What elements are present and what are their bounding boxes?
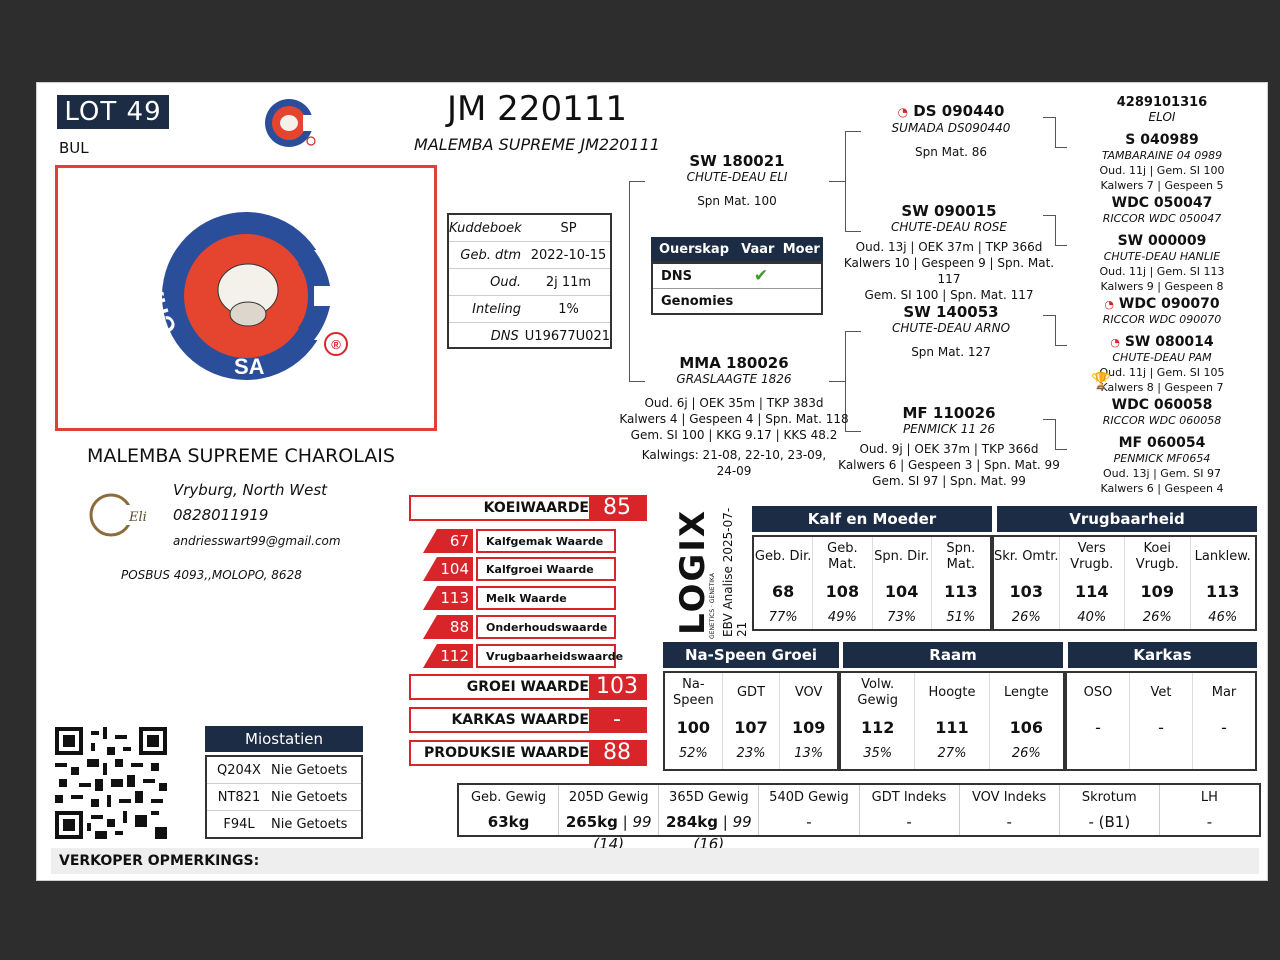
breeder-email[interactable]: andriesswart99@gmail.com: [173, 534, 341, 548]
kalf-moeder-table: Geb. Dir. 68 77% Geb. Mat. 108 49% Spn. Dir.…: [752, 535, 992, 631]
breeder-name: MALEMBA SUPREME CHAROLAIS: [87, 445, 395, 467]
pedigree-sire-dam: SW 090015 CHUTE-DEAU ROSE Oud. 13j | OEK…: [843, 202, 1055, 302]
gt-icon: ◔: [1104, 298, 1115, 311]
pedigree-sire-sire: ◔ DS 090440 SUMADA DS090440 Spn Mat. 86: [891, 102, 1011, 159]
animal-type: BUL: [59, 139, 89, 157]
lot-card: LOT 49 BUL JM 220111 MALEMBA SUPREME JM2…: [36, 82, 1268, 881]
parentage-table: Ouerskap Vaar Moer DNS ✔ Genomies: [651, 237, 823, 315]
pedigree-dam-sire: SW 140053 CHUTE-DEAU ARNO Spn Mat. 127: [891, 303, 1011, 359]
breeder-phone[interactable]: 0828011919: [173, 506, 269, 524]
kalf-moeder-header: Kalf en Moeder: [752, 506, 992, 532]
svg-text:Elite: Elite: [128, 510, 147, 525]
qr-code[interactable]: [55, 727, 167, 839]
karkas-waarde: KARKAS WAARDE -: [409, 707, 647, 733]
gt-icon: ◔: [897, 105, 909, 119]
charolais-logo: ® CHAROLAIS SA: [142, 193, 374, 380]
ebv-analysis-date: EBV Analise 2025-07-21: [721, 507, 749, 637]
logo-text-bottom: SA: [234, 354, 265, 379]
pedigree-ggp-7: WDC 060058 RICCOR WDC 060058: [1102, 397, 1222, 428]
registered-mark: ®: [331, 337, 341, 352]
karkas-header: Karkas: [1068, 642, 1257, 668]
weights-table: Geb. Gewig 63kg 205D Gewig 265kg | 99 (14)…: [457, 783, 1261, 853]
produksie-waarde: PRODUKSIE WAARDE 88: [409, 740, 647, 766]
seller-remarks: VERKOPER OPMERKINGS:: [51, 848, 1259, 874]
naspeen-table: Na-Speen 100 52% GDT 107 23% VOV 109 13%: [663, 671, 839, 771]
gt-icon: ◔: [1110, 336, 1120, 349]
karkas-table: OSO - Vet - Mar -: [1065, 671, 1257, 771]
naspeen-header: Na-Speen Groei: [663, 642, 839, 668]
breeder-location: Vryburg, North West: [173, 481, 328, 499]
pedigree-ggp-1: 4289101316 ELOI: [1116, 95, 1208, 124]
vrugbaarheid-header: Vrugbaarheid: [997, 506, 1257, 532]
pedigree-ggp-3: WDC 050047 RICCOR WDC 050047: [1102, 195, 1222, 226]
pedigree-ggp-6: ◔ SW 080014 CHUTE-DEAU PAM Oud. 11j | Ge…: [1099, 334, 1225, 395]
pedigree-dam-dam: MF 110026 PENMICK 11 26 Oud. 9j | OEK 37…: [838, 404, 1060, 488]
raam-header: Raam: [843, 642, 1063, 668]
vrugbaarheid-table: Skr. Omtr. 103 26% Vers Vrugb. 114 40% Koei …: [992, 535, 1257, 631]
pedigree-ggp-2: S 040989 TAMBARAINE 04 0989 Oud. 11j | G…: [1099, 132, 1225, 193]
koeiwaarde: KOEIWAARDE 85: [409, 495, 647, 521]
pedigree-dam: MMA 180026 GRASLAAGTE 1826 Oud. 6j | OEK…: [619, 354, 849, 478]
miostatien-table: Miostatien Q204X Nie Getoets NT821 Nie Get…: [205, 726, 363, 839]
animal-info-table: Kuddeboek SP Geb. dtm 2022-10-15 Oud. 2j 11…: [447, 213, 612, 349]
animal-id: JM 220111: [447, 89, 627, 129]
pedigree-ggp-5: ◔ WDC 090070 RICCOR WDC 090070: [1102, 296, 1222, 327]
charolais-small-logo: [265, 99, 319, 147]
raam-table: Volw. Gewig 112 35% Hoogte 111 27% Lengte 106…: [839, 671, 1065, 771]
breeder-address: POSBUS 4093,,MOLOPO, 8628: [121, 568, 302, 582]
pedigree-ggp-4: SW 000009 CHUTE-DEAU HANLIE Oud. 11j | G…: [1099, 233, 1225, 294]
animal-name: MALEMBA SUPREME JM220111: [414, 135, 660, 154]
elite-badge-icon: Elite: [89, 493, 147, 537]
trophy-icon: 🏆: [1091, 371, 1111, 390]
groei-waarde: GROEI WAARDE 103: [409, 674, 647, 700]
miostatien-header: Miostatien: [205, 726, 363, 752]
lot-label: LOT 49: [57, 95, 169, 129]
pedigree-sire: SW 180021 CHUTE-DEAU ELI Spn Mat. 100: [686, 152, 788, 208]
check-icon: ✔: [753, 266, 769, 286]
animal-photo: ® CHAROLAIS SA: [55, 165, 437, 431]
logix-subtitle: GENETICS · GENETIKA: [709, 573, 716, 639]
pedigree-ggp-8: MF 060054 PENMICK MF0654 Oud. 13j | Gem.…: [1100, 435, 1224, 496]
